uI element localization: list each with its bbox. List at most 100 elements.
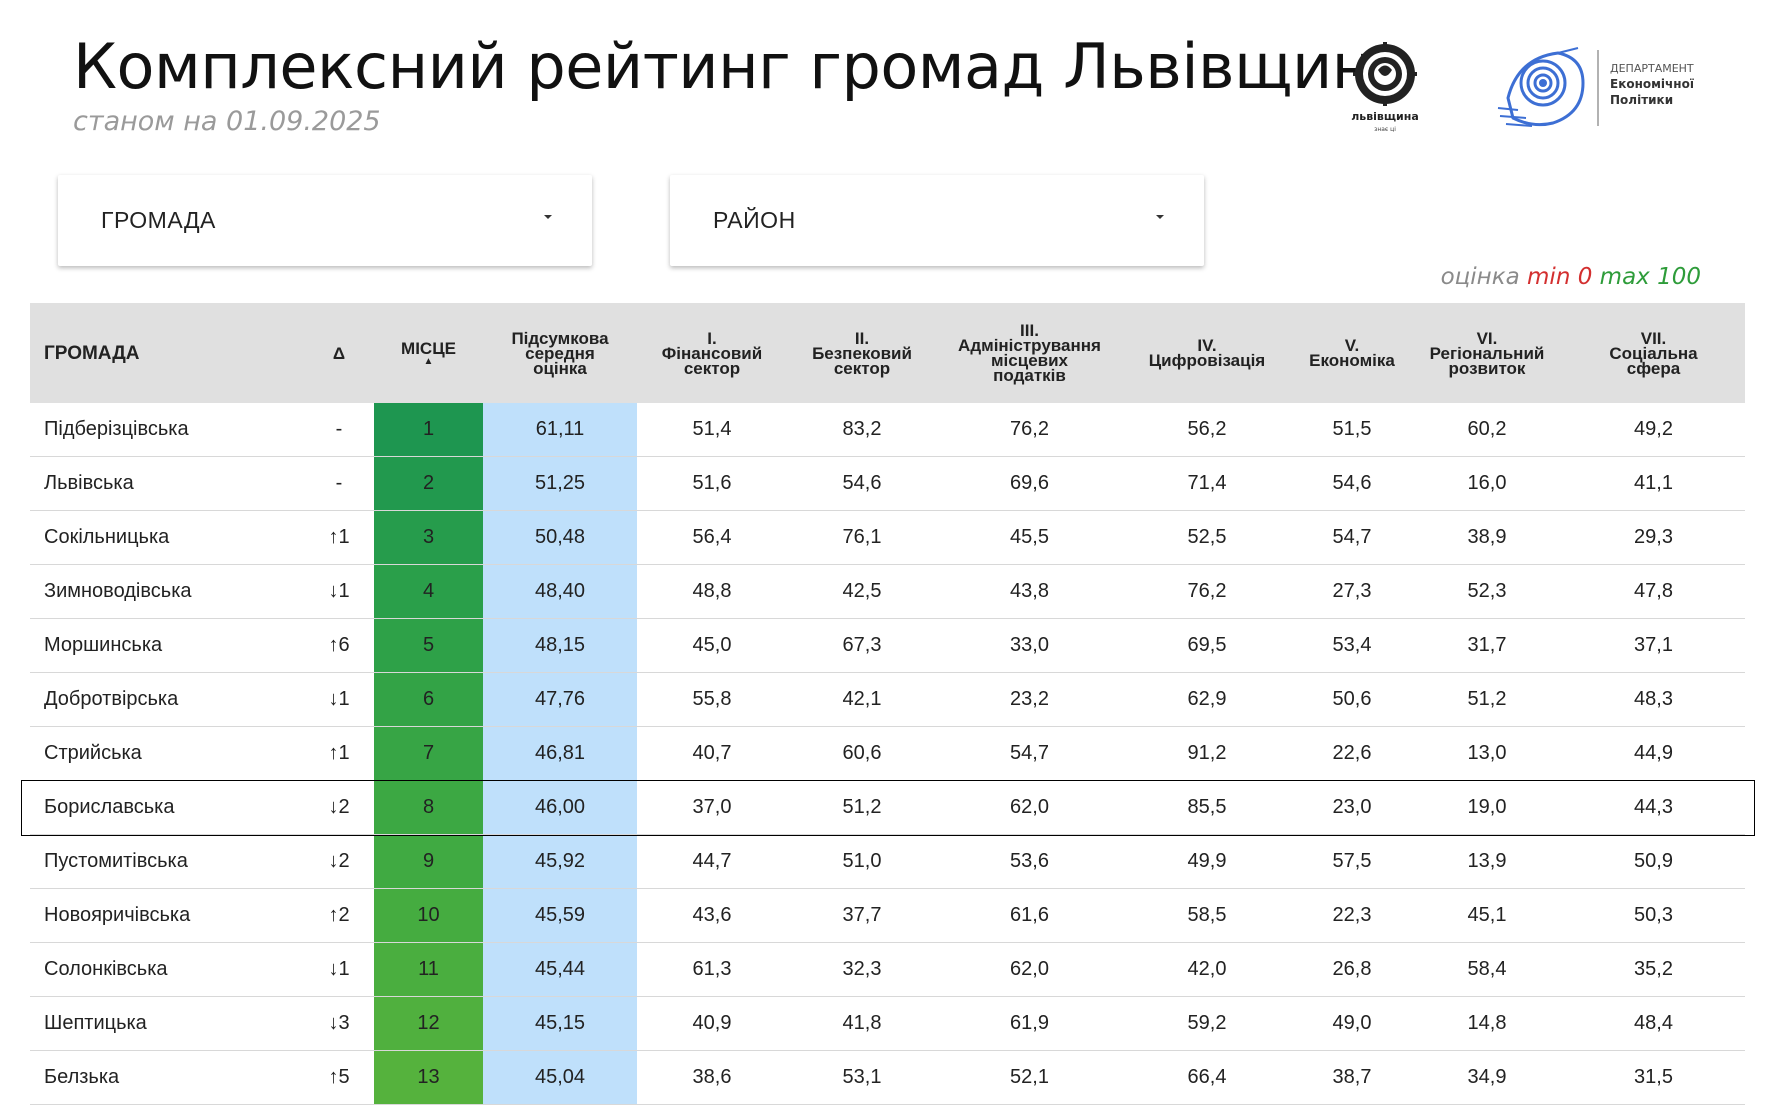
column-header-economy[interactable]: V. Економіка [1292,303,1412,403]
cell-social-sphere: 48,4 [1562,996,1745,1051]
column-header-line: сектор [683,358,741,378]
cell-place: 12 [374,996,483,1051]
cell-security: 51,2 [787,780,937,835]
cell-delta: ↓1 [304,672,374,727]
cell-score: 51,25 [483,456,637,511]
cell-score: 48,15 [483,618,637,673]
cell-tax-admin: 76,2 [937,403,1122,457]
cell-tax-admin: 61,6 [937,888,1122,943]
cell-digitalization: 62,9 [1122,672,1292,727]
table-row[interactable]: Бориславська ↓2 8 46,00 37,0 51,2 62,0 85,5 23,0… [30,780,1745,835]
cell-financial: 45,0 [637,618,787,673]
cell-regional-development: 34,9 [1412,1050,1562,1105]
cell-score: 45,15 [483,996,637,1051]
table-row[interactable]: Моршинська ↑6 5 48,15 45,0 67,3 33,0 69,5 53,4 31… [30,618,1745,673]
department-logo-line2: Економічної [1610,77,1694,91]
cell-security: 51,0 [787,834,937,889]
cell-delta: ↑1 [304,726,374,781]
table-row[interactable]: Підберізцівська -1 61,11 51,4 83,2 76,2 56,2 51… [30,403,1745,457]
cell-regional-development: 45,1 [1412,888,1562,943]
cell-financial: 40,9 [637,996,787,1051]
column-header-line: II. [854,328,870,348]
cell-regional-development: 38,9 [1412,510,1562,565]
cell-digitalization: 49,9 [1122,834,1292,889]
cell-social-sphere: 35,2 [1562,942,1745,997]
cell-financial: 51,6 [637,456,787,511]
column-header-line: IV. [1197,336,1217,355]
table-row[interactable]: Белзька ↑5 13 45,04 38,6 53,1 52,1 66,4 38,7 34,9… [30,1050,1745,1105]
column-header-delta[interactable]: Δ [304,303,374,403]
column-header-line: III. [1020,321,1039,340]
cell-score: 61,11 [483,403,637,457]
cell-hromada-name: Моршинська [30,618,304,673]
cell-social-sphere: 47,8 [1562,564,1745,619]
column-header-score[interactable]: Підсумкова середня оцінка [483,303,637,403]
column-header-place[interactable]: МІСЦЕ ▲ [374,303,483,403]
cell-security: 83,2 [787,403,937,457]
cell-social-sphere: 50,3 [1562,888,1745,943]
cell-regional-development: 52,3 [1412,564,1562,619]
column-header-line: середня [525,343,595,363]
cell-economy: 57,5 [1292,834,1412,889]
legend-max: max 100 [1599,264,1701,290]
cell-financial: 38,6 [637,1050,787,1105]
column-header-digitalization[interactable]: IV. Цифровізація [1122,303,1292,403]
column-header-line: розвиток [1448,358,1526,378]
table-row[interactable]: Солонківська ↓1 11 45,44 61,3 32,3 62,0 42,0 26,… [30,942,1745,997]
table-row[interactable]: Пустомитівська ↓2 9 45,92 44,7 51,0 53,6 49,9 57… [30,834,1745,889]
table-row[interactable]: Шептицька ↓3 12 45,15 40,9 41,8 61,9 59,2 49,0 14… [30,996,1745,1051]
cell-tax-admin: 45,5 [937,510,1122,565]
table-row[interactable]: Сокільницька ↑1 3 50,48 56,4 76,1 45,5 52,5 54,7… [30,510,1745,565]
chevron-down-icon [544,215,552,219]
table-row[interactable]: Львівська -2 51,25 51,6 54,6 69,6 71,4 54,6 16,0… [30,456,1745,511]
column-header-line: VII. [1640,328,1667,348]
cell-economy: 22,6 [1292,726,1412,781]
cell-hromada-name: Пустомитівська [30,834,304,889]
column-header-hromada[interactable]: ГРОМАДА [30,303,304,403]
cell-hromada-name: Белзька [30,1050,304,1105]
cell-tax-admin: 23,2 [937,672,1122,727]
column-header-financial[interactable]: I. Фінансовий сектор [637,303,787,403]
cell-tax-admin: 43,8 [937,564,1122,619]
cell-social-sphere: 44,3 [1562,780,1745,835]
column-header-tax-admin[interactable]: III. Адміністрування місцевих податків [937,303,1122,403]
cell-hromada-name: Львівська [30,456,304,511]
cell-delta: ↑2 [304,888,374,943]
cell-tax-admin: 53,6 [937,834,1122,889]
cell-tax-admin: 54,7 [937,726,1122,781]
cell-digitalization: 58,5 [1122,888,1292,943]
legend-prefix: оцінка [1440,264,1520,290]
column-header-security[interactable]: II. Безпековий сектор [787,303,937,403]
cell-economy: 23,0 [1292,780,1412,835]
cell-delta: ↑1 [304,510,374,565]
hromada-filter-dropdown[interactable]: ГРОМАДА [58,175,592,266]
column-header-line: Економіка [1309,351,1395,370]
table-row[interactable]: Зимноводівська ↓1 4 48,40 48,8 42,5 43,8 76,2 27… [30,564,1745,619]
column-header-line: Фінансовий [661,343,763,363]
cell-economy: 38,7 [1292,1050,1412,1105]
cell-place: 13 [374,1050,483,1105]
cell-social-sphere: 31,5 [1562,1050,1745,1105]
raion-filter-dropdown[interactable]: РАЙОН [670,175,1204,266]
table-row[interactable]: Добротвірська ↓1 6 47,76 55,8 42,1 23,2 62,9 50,… [30,672,1745,727]
cell-digitalization: 69,5 [1122,618,1292,673]
column-header-regional-development[interactable]: VI. Регіональний розвиток [1412,303,1562,403]
cell-score: 46,00 [483,780,637,835]
cell-financial: 43,6 [637,888,787,943]
cell-delta: ↑6 [304,618,374,673]
column-header-social-sphere[interactable]: VII. Соціальна сфера [1562,303,1745,403]
column-header-line: місцевих [990,351,1068,370]
column-header-line: податків [993,366,1066,385]
column-header-line: сфера [1626,358,1681,378]
cell-hromada-name: Солонківська [30,942,304,997]
cell-tax-admin: 52,1 [937,1050,1122,1105]
table-header-row: ГРОМАДА Δ МІСЦЕ ▲ Підсумкова середня оцінк… [30,303,1745,403]
cell-financial: 40,7 [637,726,787,781]
department-logo-line3: Політики [1610,93,1673,107]
cell-security: 60,6 [787,726,937,781]
hromada-filter-label: ГРОМАДА [101,207,216,233]
table-row[interactable]: Новояричівська ↑2 10 45,59 43,6 37,7 61,6 58,5 2… [30,888,1745,943]
cell-hromada-name: Шептицька [30,996,304,1051]
cell-regional-development: 60,2 [1412,403,1562,457]
table-row[interactable]: Стрийська ↑1 7 46,81 40,7 60,6 54,7 91,2 22,6 13,… [30,726,1745,781]
